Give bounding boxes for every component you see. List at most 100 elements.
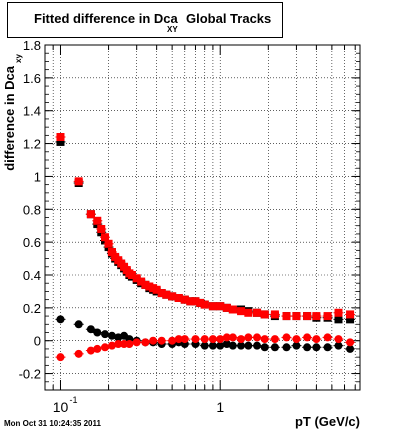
data-point (86, 325, 95, 334)
y-tick-label: 1.6 (23, 71, 41, 86)
data-point (157, 336, 166, 345)
data-point (312, 343, 321, 352)
data-point (174, 335, 183, 344)
data-point (74, 177, 83, 186)
x-tick-label: 10 (53, 399, 69, 415)
data-point (180, 295, 189, 304)
data-point (222, 303, 231, 312)
data-point (101, 233, 110, 242)
data-point (270, 335, 279, 344)
data-point (196, 298, 205, 307)
data-point (237, 335, 246, 344)
data-point (244, 308, 253, 317)
data-point (303, 312, 312, 321)
data-point (104, 239, 113, 248)
data-point (125, 340, 134, 348)
data-point (292, 312, 301, 321)
data-point (174, 294, 183, 302)
y-tick-label: 1.4 (23, 104, 41, 119)
data-point (149, 336, 158, 345)
data-point (303, 343, 312, 352)
data-point (132, 274, 141, 283)
data-point (97, 225, 106, 233)
data-point (237, 341, 246, 350)
data-point (208, 302, 217, 311)
data-point (93, 328, 102, 337)
data-point (228, 305, 237, 314)
data-point (346, 338, 355, 347)
data-point (191, 297, 200, 306)
data-point (200, 335, 209, 344)
title-subscript: XY (167, 25, 178, 34)
data-point (208, 335, 217, 344)
data-point (107, 248, 116, 256)
data-point (74, 349, 83, 358)
data-point (56, 137, 65, 146)
data-point (260, 310, 269, 319)
data-point (334, 341, 343, 350)
data-point (346, 344, 355, 353)
title-box: Fitted difference in Dca XY Global Track… (7, 2, 283, 38)
data-point (101, 343, 110, 352)
data-point (334, 335, 343, 344)
data-point (346, 310, 355, 319)
data-point (200, 300, 209, 309)
title-tail: Global Tracks (186, 11, 272, 26)
data-point (56, 133, 65, 141)
data-point (208, 341, 217, 350)
y-tick-label: 1.8 (23, 38, 41, 53)
data-point (292, 335, 301, 344)
data-point (282, 333, 291, 342)
y-tick-label: 1.2 (23, 137, 41, 152)
data-point (312, 312, 321, 321)
y-tick-label: 0.2 (23, 301, 41, 316)
data-point (253, 333, 262, 342)
data-point (74, 320, 83, 329)
data-point (56, 353, 65, 362)
data-point (191, 335, 200, 344)
data-point (323, 333, 332, 342)
data-point (93, 216, 102, 225)
data-point (137, 277, 146, 286)
data-point (93, 344, 102, 353)
x-axis-label: pT (GeV/c) (295, 414, 360, 429)
footer-timestamp: Mon Oct 31 10:24:35 2011 (4, 419, 101, 428)
data-point (152, 285, 161, 294)
data-point (186, 297, 195, 306)
data-point (228, 341, 237, 350)
data-point (260, 343, 269, 352)
data-point (244, 341, 253, 350)
y-axis-label: difference in Dca (2, 65, 17, 171)
y-tick-label: 0.6 (23, 235, 41, 250)
data-point (282, 343, 291, 352)
y-tick-label: -0.2 (19, 367, 41, 382)
data-point (162, 290, 171, 299)
data-point (157, 289, 166, 298)
data-point (260, 335, 269, 344)
data-point (334, 308, 343, 317)
data-point (168, 292, 177, 301)
data-point (222, 333, 231, 342)
data-point (253, 341, 262, 350)
data-point (216, 302, 225, 311)
y-tick-label: 0 (34, 334, 41, 349)
data-point (334, 315, 343, 324)
data-point (127, 271, 136, 279)
x-tick-label-exponent: -1 (69, 395, 77, 405)
y-tick-label: 0.8 (23, 202, 41, 217)
data-point (86, 210, 95, 219)
title-main: Fitted difference in Dca (34, 11, 178, 26)
data-point (237, 307, 246, 316)
data-point (114, 340, 123, 348)
data-point (270, 343, 279, 352)
data-point (101, 330, 110, 339)
data-point (292, 341, 301, 350)
data-point (303, 333, 312, 342)
data-point (253, 308, 262, 317)
data-point (282, 312, 291, 321)
data-point (323, 343, 332, 352)
data-point (180, 335, 189, 344)
y-tick-label: 0.4 (23, 268, 41, 283)
data-point (244, 333, 253, 342)
data-point (56, 315, 65, 324)
